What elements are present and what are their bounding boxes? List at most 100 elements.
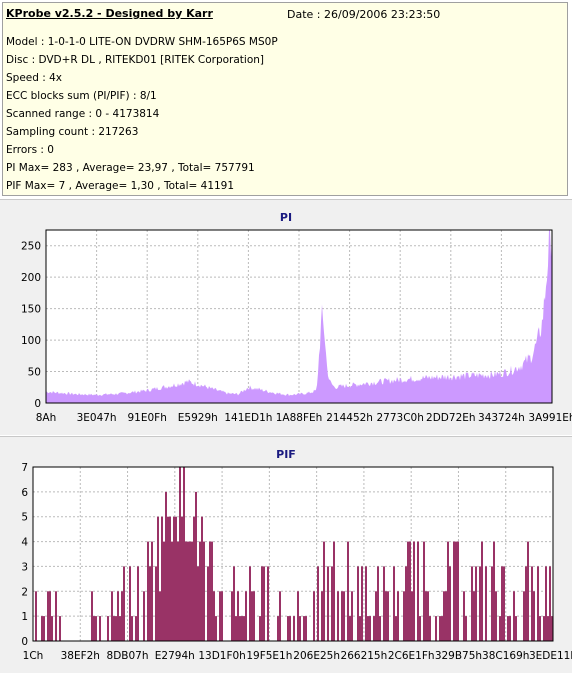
pif-bar xyxy=(279,591,281,641)
pif-bar xyxy=(367,616,369,641)
pif-bar xyxy=(43,616,45,641)
pif-y-tick-label: 3 xyxy=(21,561,28,573)
info-model: Model : 1-0-1-0 LITE-ON DVDRW SHM-165P6S… xyxy=(6,36,278,48)
pif-bar xyxy=(531,566,533,641)
pif-bar xyxy=(163,541,165,641)
pif-bar xyxy=(375,591,377,641)
pif-y-tick-label: 2 xyxy=(21,586,28,598)
pif-bar xyxy=(289,616,291,641)
pif-bar xyxy=(491,566,493,641)
info-panel: KProbe v2.5.2 - Designed by Karr Date : … xyxy=(2,2,568,196)
pif-bar xyxy=(189,541,191,641)
pif-bar xyxy=(503,566,505,641)
pif-bar xyxy=(99,616,101,641)
pif-bar xyxy=(479,566,481,641)
pif-bar xyxy=(241,616,243,641)
pif-bar xyxy=(169,516,171,641)
pif-bar xyxy=(135,616,137,641)
pif-bar xyxy=(177,541,179,641)
pi-x-tick-label: 8Ah xyxy=(36,412,57,424)
pif-bar xyxy=(55,591,57,641)
pif-bar xyxy=(547,616,549,641)
pif-bar xyxy=(193,516,195,641)
pif-y-tick-label: 5 xyxy=(21,512,28,524)
pi-y-tick-label: 200 xyxy=(21,272,41,284)
pif-bar xyxy=(253,591,255,641)
pif-chart-panel: PIF 0 1 2 3 4 5 6 7 1Ch 38EF2h 8DB07h E2794h 13D1F0h… xyxy=(0,436,572,673)
info-sampling-count: Sampling count : 217263 xyxy=(6,126,139,138)
pif-bar xyxy=(385,591,387,641)
pif-bar xyxy=(525,566,527,641)
pif-bar xyxy=(445,591,447,641)
pi-x-tick-label: 2DD72Eh xyxy=(426,412,476,424)
pif-bar xyxy=(409,541,411,641)
pif-bar xyxy=(259,616,261,641)
pif-bar xyxy=(157,516,159,641)
pif-bar xyxy=(239,616,241,641)
pif-bar xyxy=(403,591,405,641)
pif-plot-area xyxy=(33,467,553,641)
pif-bar xyxy=(465,616,467,641)
pi-chart-title: PI xyxy=(279,211,293,224)
pif-bar xyxy=(387,591,389,641)
pif-bar xyxy=(379,616,381,641)
pif-x-tick-label: 13D1F0h xyxy=(198,650,246,662)
pi-chart-panel: PI 0 50 100 150 200 250 8Ah 3E047h 91E0Fh E5929h 1… xyxy=(0,199,572,435)
pif-bar xyxy=(305,616,307,641)
pif-bar xyxy=(147,541,149,641)
pif-bar xyxy=(337,591,339,641)
pif-bar xyxy=(441,616,443,641)
pif-bar xyxy=(167,516,169,641)
pif-bar xyxy=(115,616,117,641)
pif-bar xyxy=(413,541,415,641)
pif-bar xyxy=(159,591,161,641)
pif-bar xyxy=(475,566,477,641)
pif-bar xyxy=(515,616,517,641)
pif-bar xyxy=(149,566,151,641)
pi-x-tick-label: 214452h xyxy=(326,412,373,424)
pif-bar xyxy=(551,616,553,641)
pif-bar xyxy=(513,591,515,641)
pif-bar xyxy=(93,616,95,641)
pif-bar xyxy=(197,566,199,641)
pif-x-tick-label: 2C6E1Fh xyxy=(388,650,435,662)
pif-bar xyxy=(533,591,535,641)
pif-bar xyxy=(455,541,457,641)
pif-bar xyxy=(397,591,399,641)
pif-bar xyxy=(341,591,343,641)
pif-bar xyxy=(427,591,429,641)
pif-bar xyxy=(369,616,371,641)
pif-bar xyxy=(207,566,209,641)
pif-bar xyxy=(123,566,125,641)
pif-bar xyxy=(429,616,431,641)
pif-bar xyxy=(537,566,539,641)
pif-bar xyxy=(191,541,193,641)
pif-bar xyxy=(151,541,153,641)
info-pif-stats: PIF Max= 7 , Average= 1,30 , Total= 4119… xyxy=(6,180,235,192)
pif-x-tick-label: 19F5E1h xyxy=(246,650,292,662)
pif-bar xyxy=(181,516,183,641)
pif-chart-title: PIF xyxy=(276,448,296,461)
pi-y-tick-label: 150 xyxy=(21,304,41,316)
pif-y-tick-label: 6 xyxy=(21,487,28,499)
pif-bar xyxy=(523,591,525,641)
info-ecc-blocks: ECC blocks sum (PI/PIF) : 8/1 xyxy=(6,90,157,102)
pif-bar xyxy=(235,616,237,641)
pif-bar xyxy=(195,491,197,641)
pif-bar xyxy=(405,566,407,641)
pif-y-tick-label: 0 xyxy=(21,636,28,648)
pif-x-tick-label: E2794h xyxy=(155,650,195,662)
pi-y-tick-label: 0 xyxy=(34,398,41,410)
pif-bar xyxy=(179,467,181,641)
pif-bar xyxy=(221,591,223,641)
pif-bar xyxy=(343,591,345,641)
pif-bar xyxy=(111,591,113,641)
pif-bar xyxy=(299,616,301,641)
pif-bar xyxy=(35,591,37,641)
pif-bar xyxy=(377,566,379,641)
pif-bar xyxy=(107,616,109,641)
pif-bar xyxy=(117,591,119,641)
pif-bar xyxy=(425,591,427,641)
pif-bar xyxy=(471,566,473,641)
scan-date: Date : 26/09/2006 23:23:50 xyxy=(287,8,441,21)
